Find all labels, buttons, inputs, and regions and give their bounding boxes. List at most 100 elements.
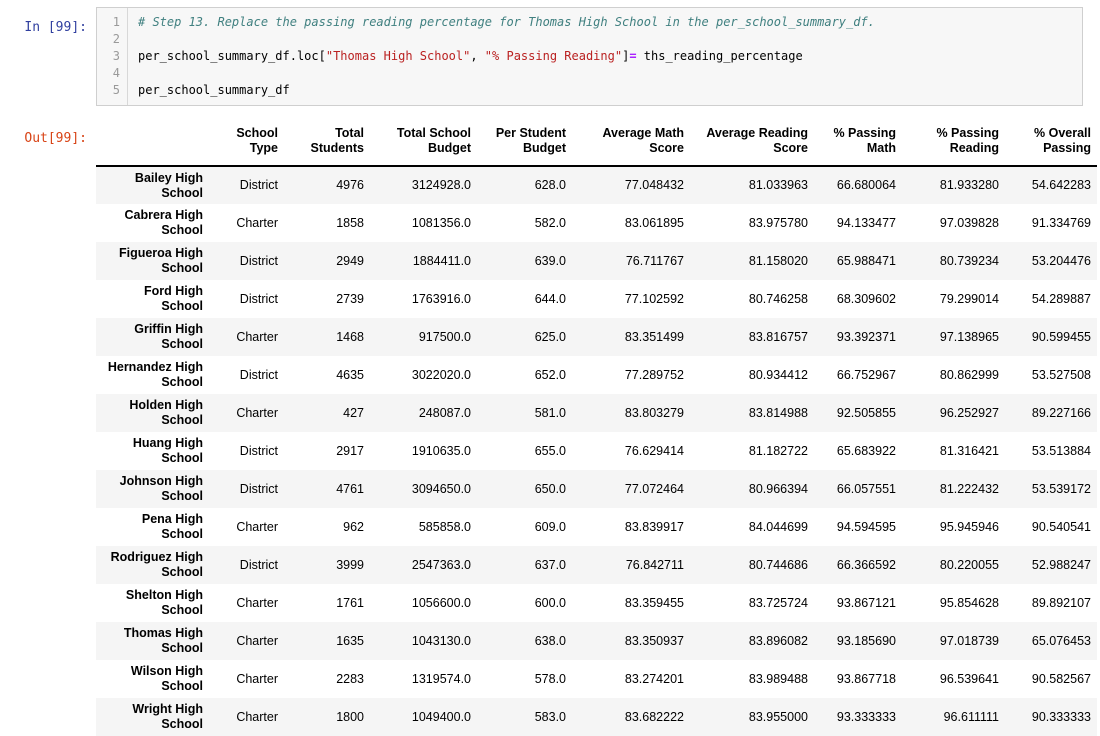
table-cell: 962 (343, 519, 364, 534)
table-cell: 1081356.0 (411, 215, 471, 230)
row-index: Wilson High School (130, 664, 203, 693)
table-row: Holden High School Charter 427 248087.0 581.… (96, 394, 1097, 432)
table-cell: 1043130.0 (411, 633, 471, 648)
line-number: 5 (112, 83, 120, 97)
table-cell: 96.611111 (943, 709, 999, 724)
table-cell: 1049400.0 (411, 709, 471, 724)
code-token-plain: ths_reading_percentage (636, 49, 803, 63)
table-cell: 90.540541 (1031, 519, 1091, 534)
table-row: Griffin High School Charter 1468 917500.0 62… (96, 318, 1097, 356)
table-cell: 2283 (336, 671, 364, 686)
table-cell: 628.0 (534, 178, 566, 192)
table-cell: 95.945946 (939, 519, 999, 534)
table-cell: 637.0 (534, 557, 566, 572)
table-cell: 585858.0 (418, 519, 471, 534)
table-cell: 578.0 (534, 671, 566, 686)
column-header: % Passing Math (833, 126, 896, 155)
table-cell: 80.862999 (939, 367, 999, 382)
table-cell: District (239, 481, 278, 496)
column-header: % Overall Passing (1034, 126, 1091, 155)
code-token-plain: ] (622, 49, 630, 63)
table-cell: 80.220055 (939, 557, 999, 572)
table-cell: 3999 (336, 557, 364, 572)
table-row: Ford High School District 2739 1763916.0 644… (96, 280, 1097, 318)
table-cell: 2917 (336, 443, 364, 458)
table-row: Hernandez High School District 4635 3022020… (96, 356, 1097, 394)
table-cell: 609.0 (534, 519, 566, 534)
row-index: Wright High School (132, 702, 203, 731)
line-number: 1 (112, 15, 120, 29)
table-cell: 644.0 (534, 291, 566, 306)
table-cell: 90.333333 (1031, 709, 1091, 724)
table-cell: District (239, 367, 278, 382)
table-cell: 79.299014 (939, 291, 999, 306)
table-cell: 4635 (336, 367, 364, 382)
table-cell: 81.158020 (748, 253, 808, 268)
table-cell: 650.0 (534, 481, 566, 496)
table-cell: 917500.0 (418, 329, 471, 344)
table-cell: 93.867121 (836, 595, 896, 610)
row-index: Hernandez High School (107, 360, 203, 389)
table-cell: 77.289752 (624, 367, 684, 382)
table-cell: 2547363.0 (411, 557, 471, 572)
code-text[interactable]: # Step 13. Replace the passing reading p… (128, 8, 1082, 105)
row-index: Rodriguez High School (110, 550, 203, 579)
table-cell: 3022020.0 (411, 367, 471, 382)
table-cell: 95.854628 (939, 595, 999, 610)
line-number: 3 (112, 49, 120, 63)
table-cell: Charter (236, 595, 278, 610)
table-cell: 81.933280 (939, 178, 999, 192)
row-index: Shelton High School (125, 588, 203, 617)
output-cell: Out[99]: School Type Total Students Total … (0, 122, 1100, 736)
table-cell: 83.814988 (748, 405, 808, 420)
table-cell: 80.744686 (748, 557, 808, 572)
table-cell: 89.227166 (1031, 405, 1091, 420)
row-index: Griffin High School (134, 322, 203, 351)
table-cell: 83.359455 (624, 595, 684, 610)
table-cell: 83.061895 (624, 215, 684, 230)
code-cell: In [99]: 1 2 3 4 5 # Step 13. Replace the pa… (0, 0, 1100, 106)
column-header: % Passing Reading (936, 126, 999, 155)
table-cell: 1761 (336, 595, 364, 610)
table-row: Bailey High School District 4976 3124928.0 6… (96, 166, 1097, 204)
row-index: Bailey High School (134, 170, 203, 200)
table-cell: 97.138965 (939, 329, 999, 344)
code-token-string: "% Passing Reading" (484, 49, 623, 63)
table-cell: 83.350937 (624, 633, 684, 648)
row-index: Holden High School (129, 398, 203, 427)
table-cell: 97.018739 (939, 633, 999, 648)
column-header: School Type (236, 126, 278, 155)
index-header (96, 122, 209, 166)
table-row: Rodriguez High School District 3999 2547363… (96, 546, 1097, 584)
table-cell: 81.316421 (939, 443, 999, 458)
table-cell: 94.133477 (836, 215, 896, 230)
table-cell: 80.746258 (748, 291, 808, 306)
table-row: Thomas High School Charter 1635 1043130.0 63… (96, 622, 1097, 660)
table-cell: 89.892107 (1031, 595, 1091, 610)
table-cell: 65.076453 (1031, 633, 1091, 648)
table-cell: 66.680064 (836, 178, 896, 192)
input-prompt: In [99]: (24, 20, 87, 35)
code-line (138, 65, 1078, 82)
table-cell: Charter (236, 709, 278, 724)
table-cell: 581.0 (534, 405, 566, 420)
table-cell: 53.539172 (1031, 481, 1091, 496)
table-cell: 1635 (336, 633, 364, 648)
table-cell: District (239, 178, 278, 192)
table-cell: 66.057551 (836, 481, 896, 496)
table-cell: 76.842711 (625, 557, 684, 572)
row-index: Figueroa High School (118, 246, 203, 275)
code-token-string: "Thomas High School" (325, 49, 471, 63)
code-editor[interactable]: 1 2 3 4 5 # Step 13. Replace the passing rea… (96, 7, 1083, 106)
code-line (138, 31, 1078, 48)
table-cell: Charter (236, 215, 278, 230)
table-cell: 83.682222 (624, 709, 684, 724)
table-cell: 92.505855 (836, 405, 896, 420)
line-number: 4 (112, 66, 120, 80)
table-cell: 90.599455 (1031, 329, 1091, 344)
table-cell: 2949 (336, 253, 364, 268)
table-cell: 83.351499 (624, 329, 684, 344)
table-row: Shelton High School Charter 1761 1056600.0 6… (96, 584, 1097, 622)
code-token-plain: per_school_summary_df.loc[ (138, 49, 326, 63)
table-cell: 83.274201 (624, 671, 684, 686)
